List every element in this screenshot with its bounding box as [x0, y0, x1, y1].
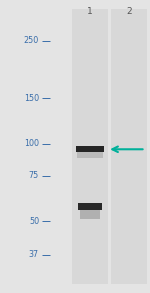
Text: 250: 250 — [24, 36, 39, 45]
Bar — [78, 203, 102, 210]
Bar — [77, 152, 103, 158]
Text: 150: 150 — [24, 94, 39, 103]
Text: 50: 50 — [29, 217, 39, 226]
Bar — [111, 9, 147, 284]
Bar — [72, 9, 108, 284]
Bar — [80, 210, 100, 219]
Text: 100: 100 — [24, 139, 39, 148]
Bar — [76, 146, 104, 152]
Text: 2: 2 — [126, 7, 132, 16]
Text: 1: 1 — [87, 7, 93, 16]
Text: 75: 75 — [29, 171, 39, 180]
Text: 37: 37 — [29, 250, 39, 259]
